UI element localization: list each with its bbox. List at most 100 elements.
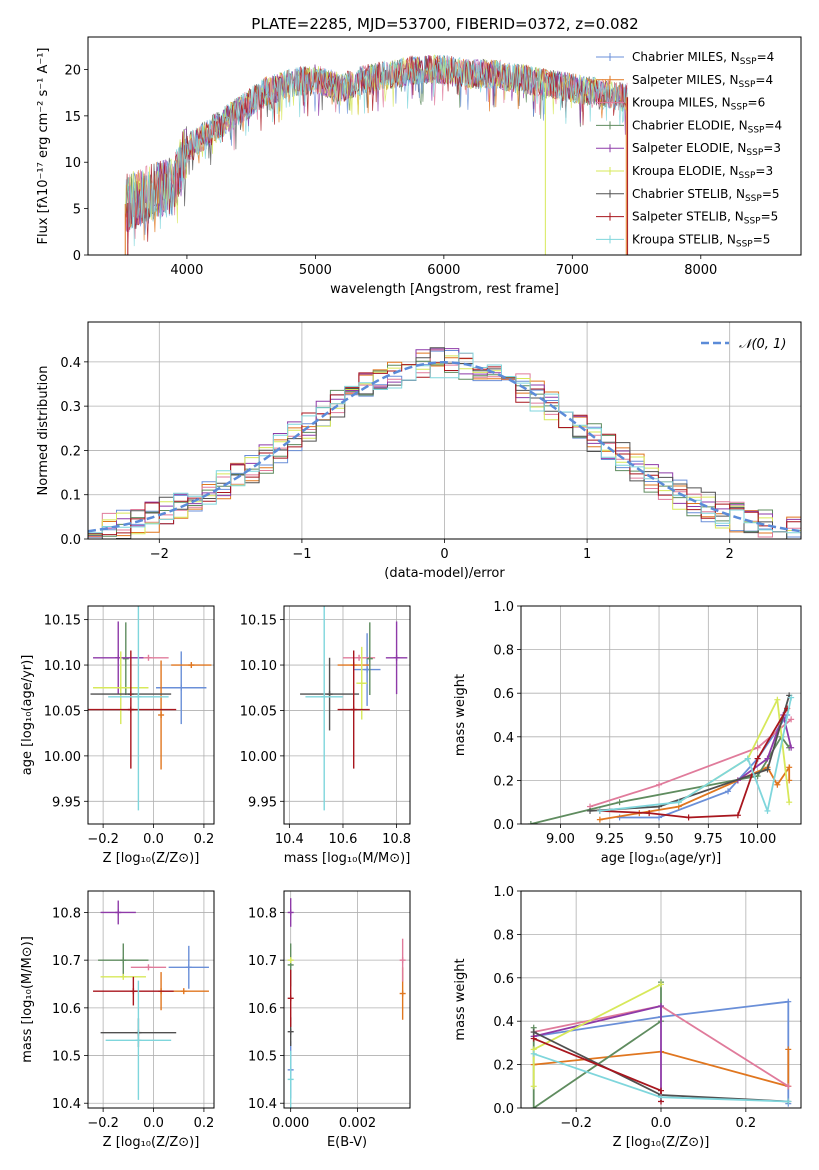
- x-tick-label: 5000: [299, 263, 332, 278]
- legend-label: Salpeter STELIB, NSSP=5: [632, 210, 778, 227]
- axes-frame: [520, 890, 802, 1109]
- histogram-series: [88, 352, 801, 534]
- y-tick-label: 9.95: [52, 795, 81, 810]
- x-axis-label: Z [log₁₀(Z/Z⊙)]: [103, 1135, 200, 1150]
- y-tick-label: 0.0: [493, 1102, 514, 1117]
- x-tick-label: 9.00: [546, 832, 575, 847]
- chart-mass_weight_vs_Z: −0.2 0.0 0.2 0.0 0.2 0.4 0.6 0.8 1.0 Z [log₁₀(Z/Z…: [453, 885, 802, 1150]
- legend-label-tail: =6: [748, 96, 766, 110]
- plot-area: [93, 900, 209, 1100]
- y-tick-label: 5: [73, 203, 81, 218]
- legend-label-tail: =5: [753, 232, 771, 246]
- y-axis-label: mass weight: [453, 958, 468, 1040]
- y-tick-label: 0.6: [493, 687, 514, 702]
- legend-label: Kroupa STELIB, NSSP=5: [632, 232, 770, 249]
- y-tick-label: 0.1: [60, 489, 81, 504]
- legend-label: 𝒩(0, 1): [739, 337, 786, 352]
- legend-label-sub: SSP: [744, 217, 761, 227]
- chart-spectrum: 4000 5000 6000 7000 8000 0 5 10 15 20 wavelength […: [36, 36, 802, 297]
- x-tick-label: 2: [726, 547, 734, 562]
- y-axis-label: age [log₁₀(age/yr)]: [20, 655, 35, 776]
- legend-label-sub: SSP: [745, 194, 762, 204]
- x-axis-label: Z [log₁₀(Z/Z⊙)]: [613, 1135, 710, 1150]
- y-tick-label: 10.05: [240, 704, 277, 719]
- legend-label-main: Chabrier STELIB, N: [632, 187, 745, 201]
- x-tick-label: 0.0: [143, 832, 164, 847]
- x-tick-label: 0.2: [194, 1116, 215, 1131]
- y-axis-label: Normed distribution: [36, 366, 51, 496]
- x-tick-label: 0: [440, 547, 448, 562]
- legend-label-main: Kroupa ELODIE, N: [632, 164, 739, 178]
- axes-frame: [87, 36, 802, 256]
- legend-label: Salpeter MILES, NSSP=4: [632, 73, 773, 90]
- x-axis-label: wavelength [Angstrom, rest frame]: [330, 282, 559, 297]
- weight-series-line: [589, 718, 792, 808]
- x-tick-label: 6000: [427, 263, 460, 278]
- y-tick-label: 10.5: [52, 1050, 81, 1065]
- legend-label-tail: =5: [762, 187, 780, 201]
- chart-residuals: −2 −1 0 1 2 0.0 0.1 0.2 0.3 0.4 (data-model)/error…: [36, 321, 802, 581]
- legend-label-main: Kroupa STELIB, N: [632, 232, 736, 246]
- x-axis-label: (data-model)/error: [384, 566, 505, 581]
- legend-label: Salpeter ELODIE, NSSP=3: [632, 141, 781, 158]
- y-tick-label: 0: [73, 249, 81, 264]
- x-tick-label: 1: [583, 547, 591, 562]
- y-tick-label: 10.7: [52, 954, 81, 969]
- legend-label: Chabrier ELODIE, NSSP=4: [632, 118, 782, 135]
- legend-label-sub: SSP: [739, 80, 756, 90]
- chart-mass_vs_Z: −0.2 0.0 0.2 10.4 10.5 10.6 10.7 10.8 Z [log₁₀(Z…: [20, 890, 215, 1150]
- x-tick-label: 7000: [556, 263, 589, 278]
- y-tick-label: 10.15: [240, 614, 277, 629]
- axes-frame: [520, 605, 802, 825]
- x-tick-label: 0.002: [339, 1116, 376, 1131]
- legend-label-tail: =5: [761, 210, 779, 224]
- spectrum-series-line: [124, 55, 628, 242]
- legend-label-sub: SSP: [748, 125, 765, 135]
- x-tick-label: 0.2: [194, 832, 215, 847]
- y-tick-label: 10.15: [44, 614, 81, 629]
- axes-frame: [87, 605, 215, 825]
- x-tick-label: 8000: [684, 263, 717, 278]
- y-tick-label: 9.95: [248, 795, 277, 810]
- y-tick-label: 0.2: [60, 444, 81, 459]
- chart-mass_vs_EBV: 0.000 0.002 10.4 10.5 10.6 10.7 10.8 E(B-V): [248, 890, 411, 1150]
- y-tick-label: 0.8: [493, 928, 514, 943]
- x-tick-label: 9.75: [694, 832, 723, 847]
- y-tick-label: 10.00: [240, 750, 277, 765]
- y-tick-label: 10.10: [44, 659, 81, 674]
- weight-series-line: [533, 1049, 790, 1088]
- plot-area: [124, 54, 629, 255]
- legend-label: Kroupa MILES, NSSP=6: [632, 96, 765, 113]
- histogram-series: [88, 347, 801, 539]
- y-tick-label: 10.05: [44, 704, 81, 719]
- x-axis-label: mass [log₁₀(M/M⊙)]: [284, 851, 411, 866]
- legend-label-main: Salpeter STELIB, N: [632, 210, 744, 224]
- y-tick-label: 0.0: [60, 533, 81, 548]
- plot-area: [530, 979, 792, 1108]
- legend-label: Chabrier STELIB, NSSP=5: [632, 187, 780, 204]
- y-tick-label: 0.4: [493, 1015, 514, 1030]
- figure-title: PLATE=2285, MJD=53700, FIBERID=0372, z=0…: [251, 15, 638, 33]
- legend-label-main: Chabrier ELODIE, N: [632, 118, 748, 132]
- legend-label-sub: SSP: [740, 57, 757, 67]
- y-tick-label: 0.2: [493, 1059, 514, 1074]
- y-tick-label: 10: [64, 156, 81, 171]
- x-tick-label: 9.25: [595, 832, 624, 847]
- chart-age_vs_mass: 10.4 10.6 10.8 9.95 10.00 10.05 10.10 10.15 mass…: [240, 605, 411, 866]
- y-tick-label: 0.3: [60, 400, 81, 415]
- plot-area: [300, 606, 408, 811]
- x-tick-label: 0.2: [736, 1116, 757, 1131]
- y-tick-label: 10.4: [248, 1097, 277, 1112]
- axes-frame: [283, 605, 411, 825]
- y-tick-label: 10.7: [248, 954, 277, 969]
- legend-label-sub: SSP: [731, 103, 748, 113]
- legend-label-main: Kroupa MILES, N: [632, 96, 731, 110]
- x-tick-label: 4000: [170, 263, 203, 278]
- plot-area: [287, 898, 406, 1108]
- y-tick-label: 10.5: [248, 1050, 277, 1065]
- chart-mass_weight_vs_age: 9.00 9.25 9.50 9.75 10.00 0.0 0.2 0.4 0.6 0.8 1.0 a…: [453, 600, 802, 866]
- y-tick-label: 0.4: [493, 731, 514, 746]
- axes-frame: [87, 890, 215, 1109]
